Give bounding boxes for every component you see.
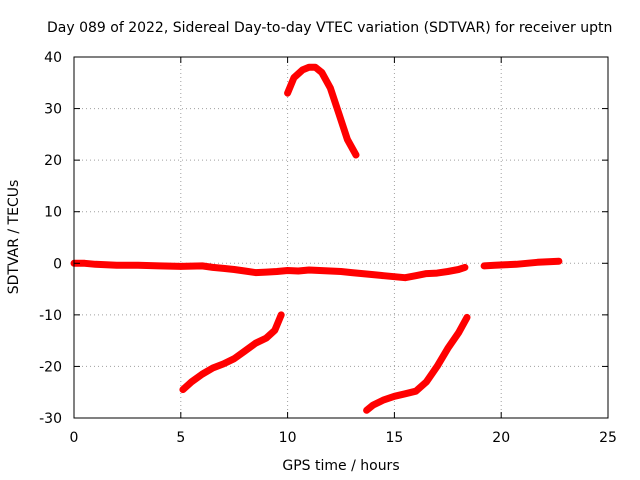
x-tick-label: 0 bbox=[70, 430, 79, 446]
chart-title: Day 089 of 2022, Sidereal Day-to-day VTE… bbox=[47, 20, 612, 36]
y-tick-label: 20 bbox=[44, 153, 62, 169]
y-tick-label: 0 bbox=[53, 256, 62, 272]
y-axis-label: SDTVAR / TECUs bbox=[6, 180, 22, 295]
series-late-trace bbox=[480, 257, 563, 270]
series-main-trace bbox=[70, 259, 469, 282]
x-tick-label: 20 bbox=[492, 430, 510, 446]
x-tick-label: 25 bbox=[599, 430, 617, 446]
y-tick-label: -20 bbox=[39, 359, 62, 375]
ticks: 0 5 10 15 20 25 -30 -20 -10 0 10 20 30 40 bbox=[39, 50, 617, 446]
series-arc-upper bbox=[284, 63, 360, 159]
plot-frame bbox=[73, 56, 609, 419]
y-tick-label: 10 bbox=[44, 205, 62, 221]
y-tick-label: -30 bbox=[39, 411, 62, 427]
x-tick-label: 5 bbox=[176, 430, 185, 446]
x-tick-label: 10 bbox=[279, 430, 297, 446]
x-axis-label: GPS time / hours bbox=[282, 458, 399, 474]
series-arc-lower-right bbox=[363, 313, 471, 414]
y-tick-label: -10 bbox=[39, 308, 62, 324]
series-arc-lower-left bbox=[179, 311, 285, 394]
x-tick-label: 15 bbox=[385, 430, 403, 446]
series-group bbox=[70, 63, 563, 414]
y-tick-label: 30 bbox=[44, 102, 62, 118]
y-tick-label: 40 bbox=[44, 50, 62, 66]
